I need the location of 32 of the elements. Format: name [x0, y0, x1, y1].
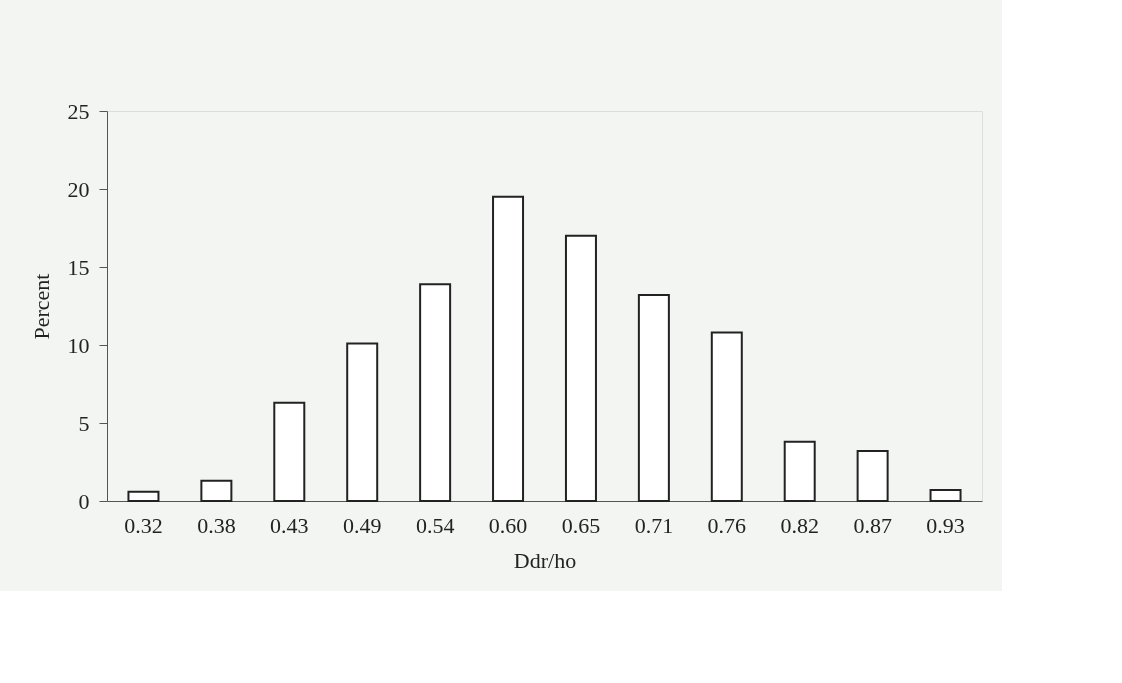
y-tick-label: 20	[67, 176, 90, 202]
x-tick-label: 0.71	[634, 512, 674, 538]
x-tick-label: 0.60	[488, 512, 528, 538]
bar	[637, 294, 670, 502]
bar	[346, 342, 379, 502]
bar	[273, 401, 306, 502]
bar	[856, 450, 889, 502]
x-tick-label: 0.38	[197, 512, 236, 538]
bar	[419, 283, 452, 502]
x-tick-label: 0.82	[780, 512, 819, 538]
bar	[564, 234, 597, 502]
x-tick-label: 0.65	[561, 512, 601, 538]
x-tick-label: 0.43	[270, 512, 309, 538]
bar	[783, 440, 816, 502]
x-tick-label: 0.49	[342, 512, 382, 538]
bar	[710, 331, 743, 502]
y-tick-label: 5	[78, 410, 90, 436]
y-tick-label: 15	[67, 254, 90, 280]
bar	[929, 489, 962, 502]
x-axis-title: Ddr/ho	[513, 547, 577, 573]
x-tick-label: 0.87	[853, 512, 892, 538]
x-tick-label: 0.93	[926, 512, 965, 538]
y-axis-title: Percent	[28, 273, 54, 340]
y-tick-label: 25	[67, 98, 90, 124]
y-tick-label: 0	[78, 488, 90, 514]
x-tick-label: 0.54	[415, 512, 455, 538]
x-tick-label: 0.32	[124, 512, 163, 538]
bar	[492, 195, 525, 502]
bar	[200, 479, 233, 502]
x-tick-label: 0.76	[707, 512, 747, 538]
y-tick-label: 10	[67, 332, 90, 358]
bar	[127, 490, 160, 502]
